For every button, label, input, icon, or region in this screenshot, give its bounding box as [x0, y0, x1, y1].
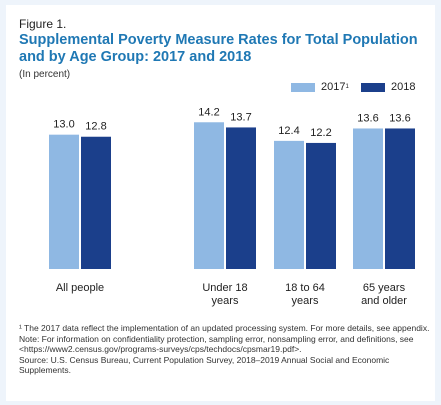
category-label-3-line-1: 18 to 64 — [285, 282, 325, 294]
footnote: ¹ The 2017 data reflect the implementati… — [19, 323, 430, 333]
bar-2017-2 — [194, 122, 224, 270]
legend-item-2018: 2018 — [361, 81, 415, 93]
category-label-4-line-1: 65 years — [363, 282, 406, 294]
chart-title-line-2: and by Age Group: 2017 and 2018 — [19, 49, 252, 65]
value-label-2017-4: 13.6 — [357, 112, 378, 124]
value-label-2018-2: 13.7 — [230, 111, 251, 123]
chart-title-line-1: Supplemental Poverty Measure Rates for T… — [19, 32, 418, 48]
bar-2017-4 — [353, 128, 383, 269]
value-label-2018-1: 12.8 — [85, 121, 106, 133]
legend-swatch-2017 — [291, 82, 315, 92]
legend-swatch-2018 — [361, 82, 385, 92]
source: Source: U.S. Census Bureau, Current Popu… — [19, 354, 390, 376]
value-label-2017-3: 12.4 — [278, 125, 299, 137]
category-label-4-line-2: and older — [361, 295, 407, 307]
legend-item-2017: 2017 1 — [291, 81, 349, 93]
chart-title: Supplemental Poverty Measure Rates for T… — [19, 32, 429, 66]
bar-2018-4 — [385, 128, 415, 269]
bar-2018-1 — [81, 136, 111, 269]
figure-panel: Figure 1. Supplemental Poverty Measure R… — [6, 5, 435, 401]
category-label-2-line-1: Under 18 — [202, 282, 247, 294]
category-label-3-line-2: years — [292, 295, 319, 307]
bar-2017-1 — [49, 134, 79, 269]
bar-2018-3 — [306, 142, 336, 269]
legend-label-2018: 2018 — [391, 81, 416, 93]
value-label-2018-3: 12.2 — [310, 127, 331, 139]
value-label-2017-2: 14.2 — [198, 106, 219, 118]
note: Note: For information on confidentiality… — [19, 333, 414, 355]
bar-2018-2 — [226, 127, 256, 269]
category-label-2-line-2: years — [212, 295, 239, 307]
bar-2017-3 — [274, 140, 304, 269]
chart-subtitle: (In percent) — [19, 69, 71, 80]
figure-label: Figure 1. — [19, 17, 67, 31]
legend-label-2017: 2017 — [321, 81, 346, 93]
chart-notes: ¹ The 2017 data reflect the implementati… — [19, 323, 431, 376]
category-label-1-line-1: All people — [56, 282, 104, 294]
value-label-2017-1: 13.0 — [53, 119, 74, 131]
value-label-2018-4: 13.6 — [389, 112, 410, 124]
legend-footnote-mark: 1 — [345, 84, 349, 90]
